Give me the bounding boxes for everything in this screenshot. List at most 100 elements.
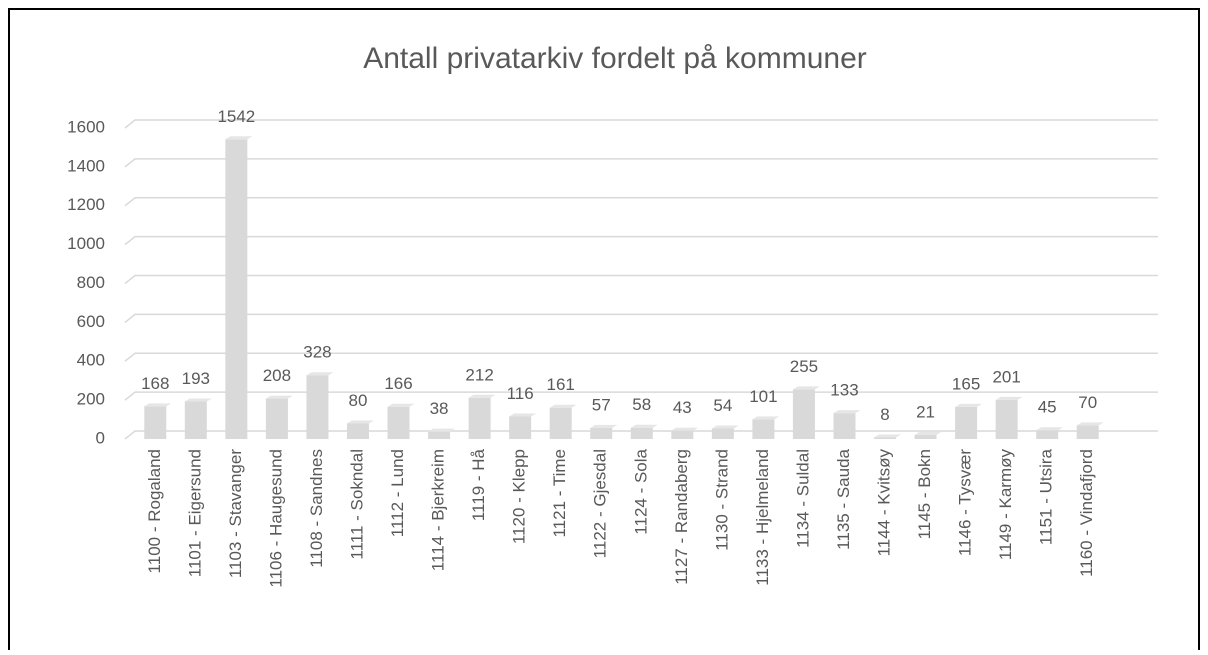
bar	[995, 399, 1018, 439]
bar	[225, 139, 248, 439]
grid-line	[124, 274, 1158, 285]
bar-top	[671, 427, 699, 431]
bar-top	[590, 424, 618, 428]
bar	[306, 375, 329, 439]
bar	[792, 389, 815, 439]
y-tick-label: 1400	[67, 156, 105, 175]
data-label: 133	[830, 381, 858, 400]
bar	[752, 419, 775, 439]
bar	[711, 428, 734, 439]
bar-top	[225, 136, 253, 140]
data-label: 166	[384, 374, 412, 393]
y-tick-label: 1000	[67, 234, 105, 253]
chart-title: Antall privatarkiv fordelt på kommuner	[363, 42, 867, 75]
bar-top	[144, 403, 172, 407]
x-tick-label: 1112 - Lund	[388, 449, 407, 537]
x-tick-label: 1144 - Kvitsøy	[875, 449, 894, 557]
x-tick-label: 1145 - Bokn	[915, 449, 934, 539]
bar	[671, 430, 694, 439]
chart-border	[8, 8, 1200, 650]
data-label: 193	[182, 369, 210, 388]
grid-line	[124, 313, 1158, 323]
y-tick-label: 1200	[67, 195, 105, 214]
x-tick-label: 1101 - Eigersund	[185, 449, 204, 577]
x-tick-label: 1114 - Bjerkreim	[429, 449, 448, 571]
bar-top	[752, 416, 780, 420]
y-tick-label: 600	[77, 312, 105, 331]
grid-line	[124, 158, 1158, 168]
data-label: 54	[713, 396, 732, 415]
data-label: 328	[303, 343, 331, 362]
bar	[1036, 430, 1059, 439]
bar-top	[995, 396, 1023, 400]
data-label: 58	[632, 395, 651, 414]
bar-top	[468, 394, 496, 398]
data-label: 21	[916, 402, 935, 421]
data-label: 116	[507, 384, 534, 403]
data-label: 201	[992, 367, 1020, 386]
x-tick-label: 1106 - Haugesund	[266, 449, 285, 588]
bar	[184, 401, 207, 439]
x-tick-label: 1120 - Klepp	[510, 449, 529, 544]
x-tick-label: 1160 - Vindafjord	[1077, 449, 1096, 577]
data-label: 1542	[217, 107, 255, 126]
bar-top	[184, 398, 212, 402]
bar-top	[265, 395, 293, 399]
data-label: 43	[673, 398, 692, 417]
bar	[630, 427, 653, 439]
bar-top	[549, 404, 577, 408]
bar-top	[874, 434, 902, 438]
data-label: 212	[465, 365, 493, 384]
x-tick-label: 1111 - Sokndal	[347, 449, 366, 560]
data-label: 70	[1078, 393, 1097, 412]
grid-line	[124, 430, 1158, 440]
x-tick-label: 1133 - Hjelmeland	[753, 449, 772, 586]
x-tick-label: 1119 - Hå	[469, 448, 488, 521]
bar	[1076, 425, 1099, 439]
bar	[833, 413, 856, 439]
grid-line	[124, 197, 1158, 207]
grid-line	[124, 119, 1158, 129]
grid-line	[124, 391, 1158, 401]
bar-top	[306, 372, 334, 376]
data-label: 101	[749, 387, 777, 406]
data-label: 57	[592, 395, 611, 414]
bar-top	[914, 431, 942, 435]
bar-top	[711, 425, 739, 429]
data-label: 45	[1038, 398, 1057, 417]
data-label: 80	[349, 391, 368, 410]
bar-top	[1076, 422, 1104, 426]
bar-top	[509, 413, 537, 417]
data-label: 8	[880, 405, 889, 424]
x-tick-label: 1103 - Stavanger	[226, 449, 245, 578]
x-tick-label: 1108 - Sandnes	[307, 449, 326, 568]
data-label: 168	[141, 374, 169, 393]
bar	[549, 407, 572, 439]
bar	[468, 397, 491, 439]
x-tick-label: 1134 - Suldal	[793, 449, 812, 548]
y-tick-label: 800	[77, 273, 105, 292]
bar	[509, 416, 532, 439]
bar	[428, 431, 451, 439]
x-tick-label: 1149 - Karmøy	[996, 449, 1015, 561]
bar	[914, 434, 937, 439]
x-tick-label: 1121 - Time	[550, 449, 569, 538]
bar	[590, 427, 613, 439]
y-tick-label: 0	[96, 428, 105, 447]
x-tick-label: 1146 - Tysvær	[956, 449, 975, 556]
x-tick-label: 1151 - Utsira	[1037, 448, 1056, 545]
bar	[387, 406, 410, 439]
bar-top	[387, 403, 415, 407]
y-tick-label: 1600	[67, 117, 105, 136]
bar-top	[630, 424, 658, 428]
data-label: 38	[430, 399, 449, 418]
y-tick-label: 400	[77, 351, 105, 370]
data-label: 208	[263, 366, 291, 385]
x-tick-label: 1135 - Sauda	[834, 448, 853, 549]
bar	[144, 406, 167, 439]
x-tick-label: 1100 - Rogaland	[145, 449, 164, 573]
x-tick-label: 1122 - Gjesdal	[591, 449, 610, 558]
x-tick-label: 1124 - Sola	[631, 448, 650, 534]
grid-line	[124, 235, 1158, 246]
